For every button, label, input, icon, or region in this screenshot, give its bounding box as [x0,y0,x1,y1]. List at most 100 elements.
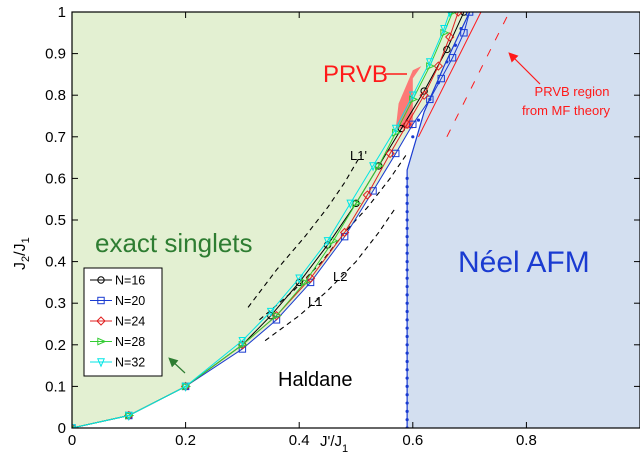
data-point-n24 [305,273,316,283]
neel-boundary-point [445,60,449,64]
data-point-n24 [419,90,429,100]
y-tick-label: 0.3 [45,295,66,312]
data-point-n32 [369,162,378,172]
prvb-mf-arrow [508,52,541,85]
series-line-n32 [72,12,451,428]
y-tick-label: 0.2 [45,337,66,354]
data-point-n32 [238,336,247,347]
y-tick-label: 1 [58,4,66,21]
data-point-n24 [445,32,455,42]
x-tick-label: 0.8 [516,432,537,449]
data-point-n20 [272,316,281,324]
prvb-mf-label-line1: PRVB region [535,84,610,99]
x-tick-label: 0.6 [402,432,423,449]
data-point-n32 [346,199,355,209]
data-point-n24 [453,12,463,17]
exact-singlets-arrow [168,357,186,374]
ref-label-L1prime: L1' [350,148,367,163]
series-line-n28 [72,12,454,428]
legend-marker-n20 [97,296,105,305]
y-tick-label: 0.7 [45,129,66,146]
neel-boundary-line [406,12,471,428]
data-point-n32 [124,411,133,421]
data-point-n24 [237,340,248,350]
data-point-n28 [125,411,135,420]
data-point-n32 [391,124,400,134]
reference-curve-L1prime [247,153,363,308]
data-point-n28 [272,311,282,320]
data-point-n32 [266,307,275,317]
x-tick-label: 0.4 [289,432,310,449]
series-line-n20 [72,12,471,428]
reference-curve-L2 [259,153,408,321]
haldane-label: Haldane [278,369,353,391]
data-point-n28 [301,278,311,287]
legend-marker-n32 [97,358,105,368]
legend-label-n24: N=24 [115,315,145,329]
exact-singlets-label: exact singlets [95,228,253,258]
data-point-n28 [352,199,362,208]
y-tick-label: 0.5 [45,212,66,229]
svg-text:J2/J1: J2/J1 [12,237,32,270]
prvb-mf-boundary-line [446,12,510,138]
x-axis-label-sub: 1 [342,443,348,455]
neel-afm-label: Néel AFM [458,246,590,279]
neel-boundary-point [411,135,415,139]
data-point-n16 [267,311,275,320]
legend-marker-n28 [97,337,107,346]
legend-label-n16: N=16 [115,274,145,288]
x-tick-label: 0.2 [175,432,196,449]
x-axis-label: J'/J [320,433,342,450]
data-point-n24 [271,310,282,321]
prvb-mf-boundary-line [418,12,482,138]
data-point-n32 [425,58,434,68]
legend-marker-n16 [97,276,105,284]
data-point-n24 [339,227,350,238]
exact-singlets-region [72,12,470,428]
legend-label-n20: N=20 [115,294,145,308]
legend-marker-n24 [96,316,106,326]
prvb-label: PRVB [323,61,388,88]
y-tick-label: 0.6 [45,170,66,187]
data-point-n28 [448,12,459,16]
prvb-mf-label-line2: from MF theory [522,103,611,118]
data-point-n16 [443,45,451,54]
neel-afm-region [407,12,640,428]
data-point-n20 [460,29,468,37]
y-axis-label: J2/J1 [12,237,32,270]
data-point-n20 [426,95,434,104]
data-point-n24 [362,190,373,200]
neel-boundary-point [416,118,421,122]
legend-label-n28: N=28 [115,335,145,349]
legend-label-n32: N=32 [115,356,145,370]
data-point-n20 [409,120,417,129]
data-point-n24 [433,61,444,71]
data-point-n32 [295,274,304,284]
data-point-n28 [181,382,192,391]
legend: N=16 N=20 N=24 N=28 N=32 [83,267,163,377]
y-tick-label: 0.9 [45,46,66,63]
ref-label-L1: L1 [308,294,322,309]
data-point-n28 [329,236,339,245]
data-point-n20 [437,74,445,83]
prvb-region [395,66,422,129]
data-point-n32 [440,24,449,35]
data-point-n32 [323,237,332,247]
legend-box [83,267,163,377]
data-point-n20 [448,54,457,62]
y-tick-label: 0 [58,420,66,437]
data-point-n20 [392,149,400,158]
y-tick-label: 0.8 [45,87,66,104]
y-tick-label: 0.1 [45,378,66,395]
data-point-n24 [402,119,412,130]
data-point-n32 [408,91,417,101]
data-point-n32 [181,382,190,392]
y-tick-label: 0.4 [45,254,66,271]
neel-boundary-point [453,43,457,47]
x-tick-label: 0 [68,432,76,449]
ref-label-L2: L2 [333,269,347,284]
reference-curve-L1 [264,207,397,342]
data-point-n28 [375,161,385,170]
data-point-n24 [385,148,395,159]
